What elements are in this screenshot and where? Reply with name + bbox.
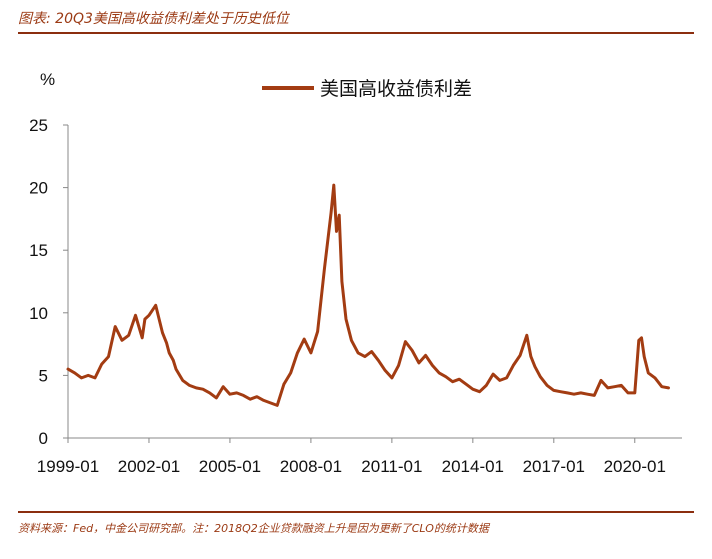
y-tick-label: 15	[29, 241, 48, 260]
axes	[67, 125, 682, 439]
series-line	[66, 183, 670, 407]
bottom-rule	[18, 511, 694, 513]
x-tick-label: 1999-01	[37, 457, 99, 476]
legend-label: 美国高收益债利差	[320, 78, 472, 100]
y-tick-label: 0	[39, 429, 48, 448]
source-note: 资料来源：Fed，中金公司研究部。注：2018Q2企业贷款融资上升是因为更新了C…	[18, 522, 489, 535]
x-tick-label: 2011-01	[361, 457, 422, 476]
x-ticks: 1999-01 2002-01 2005-01 2008-01 2011-01 2014-…	[37, 438, 666, 476]
legend: 美国高收益债利差	[262, 78, 472, 100]
y-unit-label: %	[40, 70, 56, 89]
y-ticks: 0 5 10 15 20 25	[29, 116, 68, 448]
x-tick-label: 2017-01	[523, 457, 585, 476]
x-tick-label: 2005-01	[199, 457, 261, 476]
x-tick-label: 2008-01	[280, 457, 342, 476]
x-tick-label: 2002-01	[118, 457, 180, 476]
y-tick-label: 5	[39, 366, 48, 385]
y-tick-label: 20	[29, 179, 48, 198]
x-tick-label: 2020-01	[604, 457, 666, 476]
top-rule	[18, 32, 694, 34]
chart-title: 图表: 20Q3美国高收益债利差处于历史低位	[18, 11, 289, 27]
x-tick-label: 2014-01	[442, 457, 504, 476]
series-lines	[66, 183, 670, 407]
y-tick-label: 25	[29, 116, 48, 135]
y-tick-label: 10	[29, 304, 48, 323]
